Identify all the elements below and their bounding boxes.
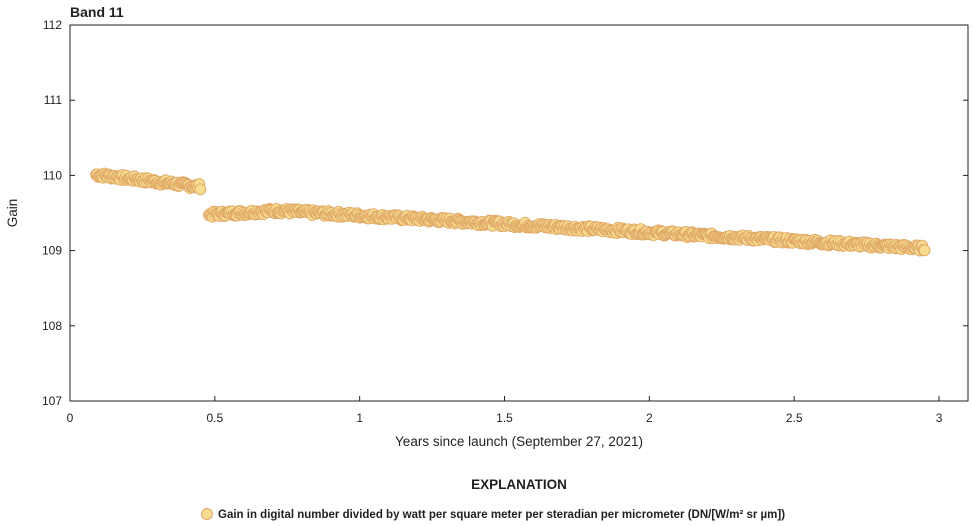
data-point (918, 244, 931, 257)
x-axis-label: Years since launch (September 27, 2021) (395, 434, 643, 449)
y-tick-label: 110 (43, 168, 62, 182)
x-tick-label: 2 (646, 411, 653, 425)
legend-title: EXPLANATION (471, 477, 567, 492)
x-tick-label: 2.5 (786, 411, 803, 425)
x-tick-label: 0 (67, 411, 74, 425)
x-tick-label: 0.5 (206, 411, 223, 425)
y-tick-label: 108 (42, 319, 62, 333)
x-axis-ticks: 0 0.5 1 1.5 2 2.5 3 (67, 396, 943, 425)
y-tick-label: 109 (42, 244, 62, 258)
y-tick-label: 107 (42, 394, 62, 408)
x-tick-label: 1 (356, 411, 363, 425)
y-axis-label: Gain (5, 199, 20, 228)
plot-frame (69, 24, 969, 402)
legend-entry: Gain in digital number divided by watt p… (218, 509, 785, 521)
y-tick-label: 111 (44, 93, 63, 107)
y-axis-ticks: 107 108 109 110 111 112 (42, 18, 968, 408)
x-tick-label: 1.5 (496, 411, 513, 425)
data-point (194, 183, 207, 196)
legend-marker (201, 508, 213, 520)
y-tick-label: 112 (43, 18, 62, 32)
chart-title: Band 11 (70, 4, 124, 20)
data-points (90, 167, 931, 257)
x-tick-label: 3 (936, 411, 943, 425)
